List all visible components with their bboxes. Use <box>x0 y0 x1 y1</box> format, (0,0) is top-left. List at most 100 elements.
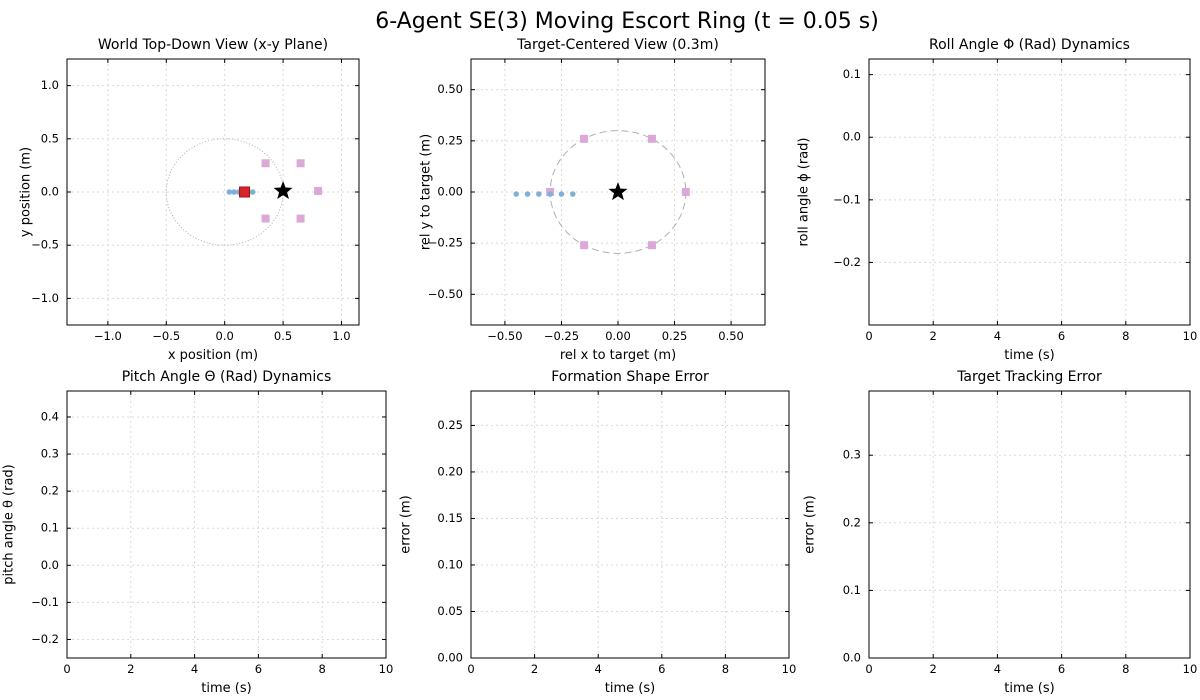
pitch-ytick-label: −0.1 <box>31 595 59 609</box>
tracking-ytick-label: 0.0 <box>843 651 861 665</box>
world-series-1-square-1 <box>296 159 305 168</box>
world-xtick-label: −1.0 <box>94 329 122 343</box>
formation-frame <box>470 390 790 659</box>
target-series-1-square-3 <box>681 188 690 196</box>
target-xtick-label: 0.25 <box>662 329 688 343</box>
world-xtick-label: 0.5 <box>274 329 292 343</box>
tracking-frame <box>868 390 1191 659</box>
world-series-1-square-3 <box>296 214 305 223</box>
target-ytick-label: −0.50 <box>428 287 463 301</box>
roll-ytick-label: −0.1 <box>833 192 861 206</box>
world-title: World Top-Down View (x-y Plane) <box>98 37 328 53</box>
roll-title: Roll Angle Φ (Rad) Dynamics <box>929 37 1130 53</box>
world-series-2-dot-0 <box>226 189 233 195</box>
tracking-ylabel: error (m) <box>803 495 818 553</box>
world-ytick-label: −0.5 <box>31 238 59 252</box>
formation-xlabel: time (s) <box>605 681 655 696</box>
world-series-2-dot-1 <box>231 189 237 195</box>
tracking-xtick-label: 4 <box>994 662 1001 676</box>
roll-frame <box>868 58 1191 326</box>
target-series-2-dot-2 <box>536 191 542 197</box>
roll-ytick-label: 0.1 <box>843 67 861 81</box>
target-xtick-label: −0.50 <box>487 329 522 343</box>
tracking-xtick-label: 6 <box>1058 662 1065 676</box>
formation-ylabel: error (m) <box>399 495 414 553</box>
formation-ytick-label: 0.05 <box>437 604 463 618</box>
target-series-2-dot-5 <box>569 191 576 197</box>
target-series-2-dot-3 <box>547 191 553 197</box>
tracking-xtick-label: 2 <box>930 662 937 676</box>
tracking-xtick-label: 8 <box>1122 662 1129 676</box>
world-xtick-label: −0.5 <box>152 329 180 343</box>
target-target-star-icon <box>608 182 628 201</box>
tracking-xlabel: time (s) <box>1004 681 1054 696</box>
world-series-1-square-2 <box>314 186 323 195</box>
roll-xlabel: time (s) <box>1004 348 1054 363</box>
tracking-ytick-label: 0.3 <box>843 448 861 462</box>
target-chart: −0.50 −0.25 0.00 0.25 0.50 −0.50 −0.25 0.00 0.25… <box>419 37 766 363</box>
formation-ytick-label: 0.15 <box>437 511 463 525</box>
world-series-1-square-0 <box>261 159 270 168</box>
formation-xtick-label: 8 <box>722 662 729 676</box>
world-ylabel: y position (m) <box>19 147 34 237</box>
target-ytick-label: 0.00 <box>437 185 463 199</box>
world-ytick-label: 0.5 <box>41 131 59 145</box>
figure-title: 6-Agent SE(3) Moving Escort Ring (t = 0.… <box>375 9 879 34</box>
tracking-ytick-label: 0.2 <box>843 515 861 529</box>
target-title: Target-Centered View (0.3m) <box>516 37 719 53</box>
target-series-2-dot-4 <box>558 191 565 197</box>
pitch-ytick-label: 0.2 <box>41 484 59 498</box>
roll-ytick-label: −0.2 <box>833 255 861 269</box>
formation-xtick-label: 2 <box>531 662 538 676</box>
roll-xtick-label: 0 <box>865 329 872 343</box>
roll-xtick-label: 10 <box>1183 329 1198 343</box>
target-series-1-square-2 <box>647 134 656 143</box>
target-series-2-dot-0 <box>513 191 520 197</box>
world-series-2-dot-5 <box>249 189 256 195</box>
world-xlabel: x position (m) <box>168 348 258 363</box>
roll-chart: 0 2 4 6 8 10 −0.2 −0.1 0.0 0.1 Roll Angle Φ (Rad) … <box>797 37 1198 363</box>
roll-ytick-label: 0.0 <box>843 130 861 144</box>
formation-title: Formation Shape Error <box>551 369 709 385</box>
tracking-chart: 0 2 4 6 8 10 0.0 0.1 0.2 0.3 Target Tracking Error… <box>803 369 1198 696</box>
pitch-ytick-label: 0.4 <box>41 409 59 423</box>
formation-ytick-label: 0.10 <box>437 557 463 571</box>
world-series-3-square-0 <box>239 186 251 198</box>
target-xtick-label: 0.00 <box>605 329 631 343</box>
formation-xtick-label: 6 <box>658 662 665 676</box>
formation-xtick-label: 10 <box>782 662 797 676</box>
world-ytick-label: 0.0 <box>41 185 59 199</box>
target-series-2-dot-1 <box>524 191 531 197</box>
pitch-xtick-label: 4 <box>191 662 198 676</box>
roll-xtick-label: 8 <box>1122 329 1129 343</box>
pitch-ylabel: pitch angle θ (rad) <box>2 464 17 584</box>
pitch-ytick-label: 0.1 <box>41 521 59 535</box>
roll-xtick-label: 4 <box>994 329 1001 343</box>
roll-xtick-label: 6 <box>1058 329 1065 343</box>
target-ytick-label: −0.25 <box>428 236 463 250</box>
pitch-xtick-label: 10 <box>379 662 394 676</box>
pitch-ytick-label: 0.3 <box>41 447 59 461</box>
pitch-ytick-label: −0.2 <box>31 632 59 646</box>
world-series-1-square-4 <box>261 214 270 223</box>
formation-ytick-label: 0.25 <box>437 418 463 432</box>
target-ylabel: rel y to target (m) <box>419 134 434 250</box>
target-series-1-square-1 <box>580 134 589 143</box>
target-ytick-label: 0.25 <box>437 133 463 147</box>
tracking-ytick-label: 0.1 <box>843 583 861 597</box>
target-series-1-square-5 <box>580 241 589 250</box>
formation-ytick-label: 0.20 <box>437 464 463 478</box>
formation-xtick-label: 0 <box>467 662 474 676</box>
tracking-xtick-label: 0 <box>865 662 872 676</box>
pitch-xlabel: time (s) <box>201 681 251 696</box>
target-xtick-label: 0.50 <box>718 329 744 343</box>
world-ytick-label: 1.0 <box>41 78 59 92</box>
world-chart: −1.0 −0.5 0.0 0.5 1.0 −1.0 −0.5 0.0 0.5 1.0 World … <box>19 37 360 363</box>
target-ytick-label: 0.50 <box>437 82 463 96</box>
pitch-chart: 0 2 4 6 8 10 −0.2 −0.1 0.0 0.1 0.2 0.3 0.4 Pitch Angl… <box>2 369 394 696</box>
target-xtick-label: −0.25 <box>544 329 579 343</box>
target-xlabel: rel x to target (m) <box>560 348 676 363</box>
pitch-xtick-label: 0 <box>63 662 70 676</box>
target-series-1-square-4 <box>647 241 656 250</box>
pitch-ytick-label: 0.0 <box>41 558 59 572</box>
